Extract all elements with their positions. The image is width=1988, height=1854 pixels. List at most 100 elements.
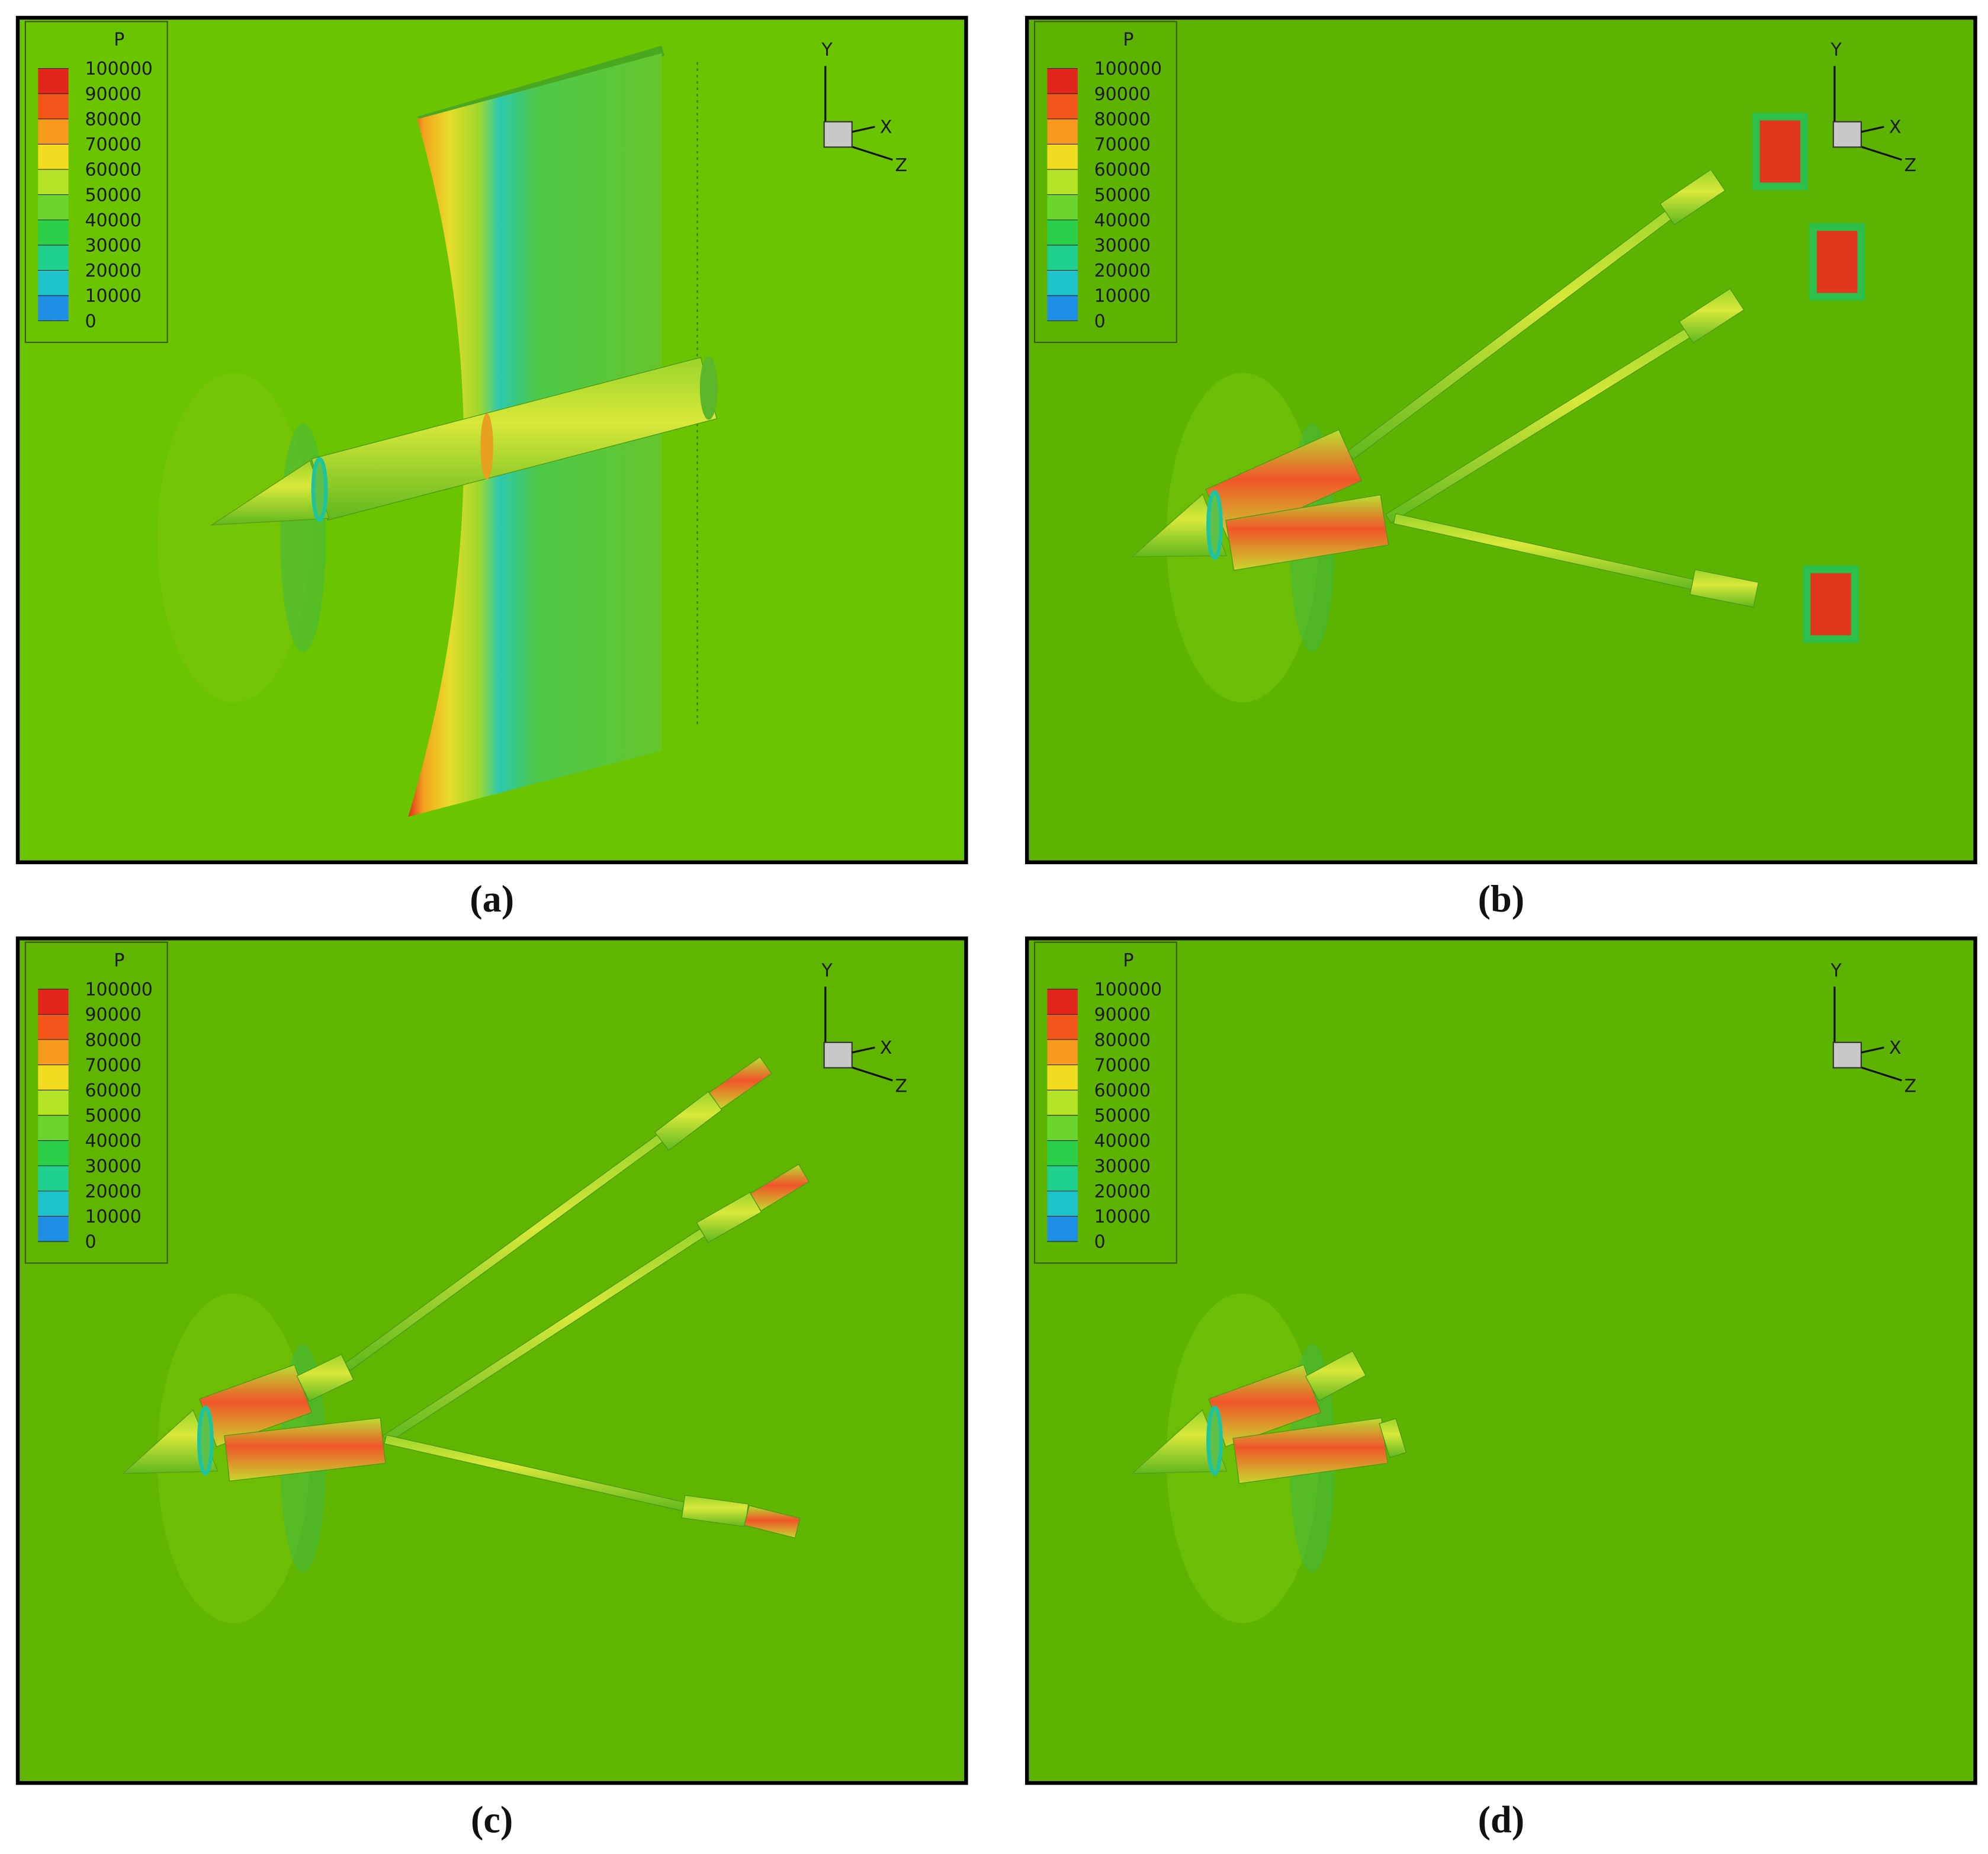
- legend-swatch: [1047, 1166, 1078, 1191]
- legend-label: 40000: [85, 210, 141, 231]
- axis-y-label: Y: [1830, 960, 1842, 981]
- legend-swatch: [38, 220, 69, 245]
- upper-stub: [1305, 1350, 1367, 1401]
- axis-x: [852, 126, 875, 133]
- legend-label: 100000: [85, 980, 152, 1000]
- legend-label: 50000: [85, 1106, 141, 1127]
- legend-label: 90000: [1094, 1005, 1151, 1025]
- legend-swatch: [38, 989, 69, 1015]
- legend-swatch: [38, 1064, 69, 1090]
- legend-label: 100000: [1094, 59, 1162, 79]
- panel: P100000900008000070000600005000040000300…: [1024, 936, 1977, 1785]
- legend-box: [1033, 941, 1177, 1264]
- legend-label: 70000: [85, 1055, 141, 1076]
- legend-label: 60000: [85, 160, 141, 181]
- legend-swatch: [38, 270, 69, 296]
- legend-label: 90000: [85, 84, 141, 105]
- axis-z-label: Z: [895, 155, 908, 176]
- legend-swatch: [1047, 1140, 1078, 1166]
- legend-swatch: [38, 1140, 69, 1166]
- legend-label: 90000: [85, 1005, 141, 1025]
- legend-label: 100000: [85, 59, 152, 79]
- lower-pod: [1232, 1417, 1388, 1484]
- panel-caption: (d): [1478, 1798, 1525, 1840]
- lower-pod: [224, 1417, 386, 1482]
- legend-swatch: [38, 1166, 69, 1191]
- axis-z-label: Z: [1905, 1076, 1917, 1096]
- axis-x: [1861, 126, 1884, 133]
- lower-stub: [1379, 1418, 1407, 1458]
- legend-swatch: [1047, 1115, 1078, 1141]
- legend-label: 20000: [85, 1181, 141, 1202]
- panel: P 100000 90000 80000 70000 60000 50000 40000 300…: [15, 936, 968, 1785]
- legend-swatch: [1047, 118, 1078, 145]
- legend-label: 40000: [85, 1131, 141, 1151]
- axis-x-label: X: [880, 117, 892, 138]
- axis-x-label: X: [1889, 117, 1902, 138]
- legend-swatch: [1047, 194, 1078, 220]
- sleeve: [1678, 288, 1745, 344]
- legend-swatch: [38, 1115, 69, 1141]
- axis-cube: [1832, 1041, 1862, 1069]
- sleeve: [681, 1494, 749, 1528]
- legend-swatch: [1047, 169, 1078, 195]
- upper-stub: [296, 1353, 354, 1402]
- legend-box: [24, 941, 168, 1264]
- legend-label: 40000: [1094, 210, 1151, 231]
- legend-swatch: [38, 144, 69, 170]
- legend-label: 0: [85, 311, 96, 332]
- tail: [699, 356, 718, 420]
- legend-label: 30000: [1094, 235, 1151, 256]
- legend-swatch: [38, 296, 69, 321]
- legend-swatch: [1047, 1064, 1078, 1090]
- panel-caption: (a): [470, 878, 514, 920]
- legend-swatch: [38, 68, 69, 94]
- legend-label: 20000: [85, 261, 141, 281]
- legend-label: 80000: [85, 109, 141, 130]
- legend-label: 20000: [1094, 1181, 1151, 1202]
- legend-label: 80000: [85, 1030, 141, 1051]
- legend-label: 30000: [85, 1156, 141, 1177]
- panel-border: [15, 936, 968, 1785]
- axis-y-label: Y: [1830, 40, 1842, 60]
- flow-contour: [157, 373, 310, 703]
- lower-pod: [1225, 494, 1389, 571]
- legend-swatch: [38, 1090, 69, 1115]
- panel-border: [1024, 15, 1977, 865]
- legend-swatch: [1047, 68, 1078, 94]
- legend-label: 10000: [85, 1207, 141, 1227]
- panel-border: [1024, 936, 1977, 1785]
- legend-swatch: [38, 194, 69, 220]
- legend-swatch: [1047, 220, 1078, 245]
- legend-swatch: [38, 1014, 69, 1040]
- panel-border: [15, 15, 968, 865]
- legend-swatch: [38, 1040, 69, 1065]
- legend-label: 100000: [1094, 980, 1162, 1000]
- legend-swatch: [1047, 1040, 1078, 1065]
- end-stub: [750, 1163, 810, 1212]
- legend-label: 60000: [1094, 160, 1151, 181]
- end-plate: [1809, 223, 1865, 301]
- legend-label: 50000: [85, 185, 141, 206]
- panel: P100000900008000070000600005000040000300…: [1024, 15, 1977, 865]
- legend-label: 0: [1094, 1232, 1106, 1253]
- legend-swatch: [1047, 270, 1078, 296]
- legend-label: 60000: [1094, 1080, 1151, 1101]
- axis-z-label: Z: [895, 1076, 908, 1096]
- panel: P100000900008000070000600005000040000300…: [15, 15, 968, 865]
- legend-label: 90000: [1094, 84, 1151, 105]
- axis-x-label: X: [880, 1038, 892, 1058]
- legend-swatch: [38, 169, 69, 195]
- legend-swatch: [1047, 245, 1078, 271]
- legend-swatch: [38, 245, 69, 271]
- sleeve: [1690, 569, 1759, 608]
- legend-title: P: [114, 30, 124, 50]
- legend-title: P: [1123, 30, 1133, 50]
- sleeve: [696, 1191, 762, 1243]
- legend-title: P: [114, 950, 124, 971]
- legend-swatch: [1047, 1191, 1078, 1217]
- legend-box: [1033, 21, 1177, 344]
- legend-label: 60000: [85, 1080, 141, 1101]
- cone-ring: [311, 457, 328, 522]
- legend-label: 20000: [1094, 261, 1151, 281]
